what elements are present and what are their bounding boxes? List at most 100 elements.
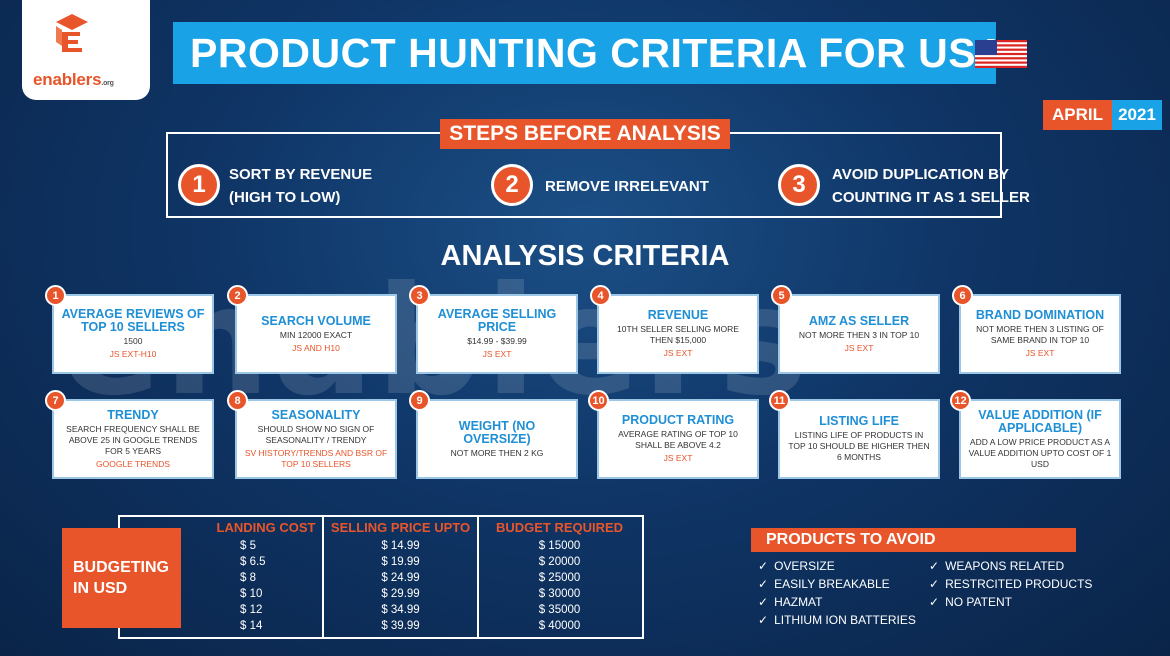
budget-cell: $ 10 <box>240 588 263 600</box>
criteria-title: SEARCH VOLUME <box>261 313 371 328</box>
budget-cell: $ 25000 <box>538 572 581 584</box>
budget-cell: $ 35000 <box>538 604 581 616</box>
budget-cell: $ 19.99 <box>381 556 420 568</box>
logo-suffix: .org <box>101 80 114 87</box>
check-icon: ✓ <box>758 595 769 609</box>
criteria-card-3: AVERAGE SELLING PRICE $14.99 - $39.99 JS… <box>416 294 578 374</box>
budget-cell: $ 30000 <box>538 588 581 600</box>
check-icon: ✓ <box>758 577 769 591</box>
budget-cell: $ 34.99 <box>381 604 420 616</box>
step-2-number: 2 <box>491 164 533 206</box>
budget-cell: $ 14 <box>240 620 263 632</box>
avoid-item-label: NO PATENT <box>945 595 1012 609</box>
budget-cell: $ 20000 <box>538 556 581 568</box>
logo-panel <box>22 0 150 100</box>
criteria-number: 9 <box>409 390 430 411</box>
criteria-desc: MIN 12000 EXACT <box>279 329 353 340</box>
criteria-card-5: AMZ AS SELLER NOT MORE THEN 3 IN TOP 10 … <box>778 294 940 374</box>
budget-cell: $ 12 <box>240 604 263 616</box>
budget-cell: $ 29.99 <box>381 588 420 600</box>
avoid-item: ✓ RESTRCITED PRODUCTS <box>929 575 1092 593</box>
avoid-item: ✓ NO PATENT <box>929 593 1092 611</box>
budget-cell: $ 39.99 <box>381 620 420 632</box>
criteria-card-4: REVENUE 10TH SELLER SELLING MORE THEN $1… <box>597 294 759 374</box>
criteria-card-11: LISTING LIFE LISTING LIFE OF PRODUCTS IN… <box>778 399 940 479</box>
criteria-source: JS EXT <box>663 453 693 463</box>
criteria-desc: 10TH SELLER SELLING MORE THEN $15,000 <box>617 324 739 345</box>
budget-label-line1: BUDGETING <box>73 559 169 576</box>
logo-text: enablers.org <box>33 70 114 90</box>
avoid-item-label: HAZMAT <box>774 595 823 609</box>
budget-cell: $ 15000 <box>538 540 581 552</box>
criteria-source: JS EXT-H10 <box>109 349 157 359</box>
criteria-number: 4 <box>590 285 611 306</box>
budget-header: LANDING COST <box>216 520 316 535</box>
step-2-text: REMOVE IRRELEVANT <box>545 178 709 195</box>
criteria-desc: SHOULD SHOW NO SIGN OF SEASONALITY / TRE… <box>257 423 375 445</box>
criteria-source: JS AND H10 <box>292 342 340 353</box>
enablers-logo-icon <box>56 14 88 52</box>
criteria-number: 8 <box>227 390 248 411</box>
budget-column-landing-cost: LANDING COST $ 5 $ 6.5 $ 8 $ 10 $ 12 $ 1… <box>212 520 320 634</box>
logo-name: enablers <box>33 70 102 89</box>
avoid-item-label: WEAPONS RELATED <box>945 559 1065 573</box>
budget-cell: $ 6.5 <box>240 556 266 568</box>
criteria-desc: NOT MORE THEN 2 KG <box>450 447 544 458</box>
step-3-line1: AVOID DUPLICATION BY <box>832 166 1009 183</box>
criteria-source: JS EXT <box>1025 348 1055 358</box>
criteria-desc: LISTING LIFE OF PRODUCTS IN TOP 10 SHOUL… <box>788 430 930 462</box>
criteria-title: AVERAGE SELLING PRICE <box>437 307 557 334</box>
criteria-title: AVERAGE REVIEWS OF TOP 10 SELLERS <box>61 307 205 334</box>
step-3-line2: COUNTING IT AS 1 SELLER <box>832 189 1030 206</box>
step-3-number: 3 <box>778 164 820 206</box>
criteria-number: 2 <box>227 285 248 306</box>
budget-cell: $ 14.99 <box>381 540 420 552</box>
avoid-list-right: ✓ WEAPONS RELATED ✓ RESTRCITED PRODUCTS ✓ N… <box>929 557 1092 611</box>
criteria-desc: 1500 <box>123 336 143 346</box>
criteria-number: 5 <box>771 285 792 306</box>
budget-cell: $ 5 <box>240 540 256 552</box>
criteria-number: 12 <box>950 390 971 411</box>
avoid-item: ✓ LITHIUM ION BATTERIES <box>758 611 916 629</box>
criteria-desc: $14.99 - $39.99 <box>467 336 527 346</box>
criteria-desc: AVERAGE RATING OF TOP 10 SHALL BE ABOVE … <box>618 429 738 450</box>
budget-label-line2: IN USD <box>73 580 128 597</box>
criteria-number: 10 <box>588 390 609 411</box>
budget-header: BUDGET REQUIRED <box>495 520 624 535</box>
criteria-desc: ADD A LOW PRICE PRODUCT AS A VALUE ADDIT… <box>968 436 1112 469</box>
criteria-card-1: AVERAGE REVIEWS OF TOP 10 SELLERS 1500 J… <box>52 294 214 374</box>
steps-title: STEPS BEFORE ANALYSIS <box>440 119 730 149</box>
avoid-item-label: LITHIUM ION BATTERIES <box>774 613 916 627</box>
criteria-title: AMZ AS SELLER <box>808 313 910 328</box>
criteria-card-12: VALUE ADDITION (IF APPLICABLE) ADD A LOW… <box>959 399 1121 479</box>
budget-divider <box>322 517 324 637</box>
avoid-item: ✓ EASILY BREAKABLE <box>758 575 916 593</box>
budget-label: BUDGETING IN USD <box>62 528 181 628</box>
date-year: 2021 <box>1112 100 1162 130</box>
criteria-source: JS EXT <box>663 348 693 358</box>
budget-header: SELLING PRICE UPTO <box>330 520 471 535</box>
criteria-source: SV HISTORY/TRENDS AND BSR OF TOP 10 SELL… <box>244 447 388 469</box>
criteria-desc: NOT MORE THEN 3 IN TOP 10 <box>798 329 920 340</box>
avoid-item: ✓ OVERSIZE <box>758 557 916 575</box>
criteria-title: REVENUE <box>647 308 709 322</box>
check-icon: ✓ <box>929 577 940 591</box>
check-icon: ✓ <box>929 595 940 609</box>
check-icon: ✓ <box>758 559 769 573</box>
avoid-item: ✓ HAZMAT <box>758 593 916 611</box>
budget-cell: $ 24.99 <box>381 572 420 584</box>
criteria-title: BRAND DOMINATION <box>975 308 1105 322</box>
criteria-source: JS EXT <box>844 342 874 353</box>
analysis-title: ANALYSIS CRITERIA <box>440 240 730 272</box>
avoid-item: ✓ WEAPONS RELATED <box>929 557 1092 575</box>
criteria-title: TRENDY <box>107 407 159 422</box>
criteria-title: WEIGHT (NO OVERSIZE) <box>458 418 536 446</box>
step-1-text: SORT BY REVENUE (HIGH TO LOW) <box>229 163 372 209</box>
criteria-number: 11 <box>769 390 790 411</box>
criteria-title: PRODUCT RATING <box>621 413 735 427</box>
criteria-number: 7 <box>45 390 66 411</box>
usa-flag-icon <box>975 40 1027 68</box>
date-month: APRIL <box>1043 100 1112 130</box>
criteria-card-9: WEIGHT (NO OVERSIZE) NOT MORE THEN 2 KG <box>416 399 578 479</box>
criteria-card-7: TRENDY SEARCH FREQUENCY SHALL BE ABOVE 2… <box>52 399 214 479</box>
